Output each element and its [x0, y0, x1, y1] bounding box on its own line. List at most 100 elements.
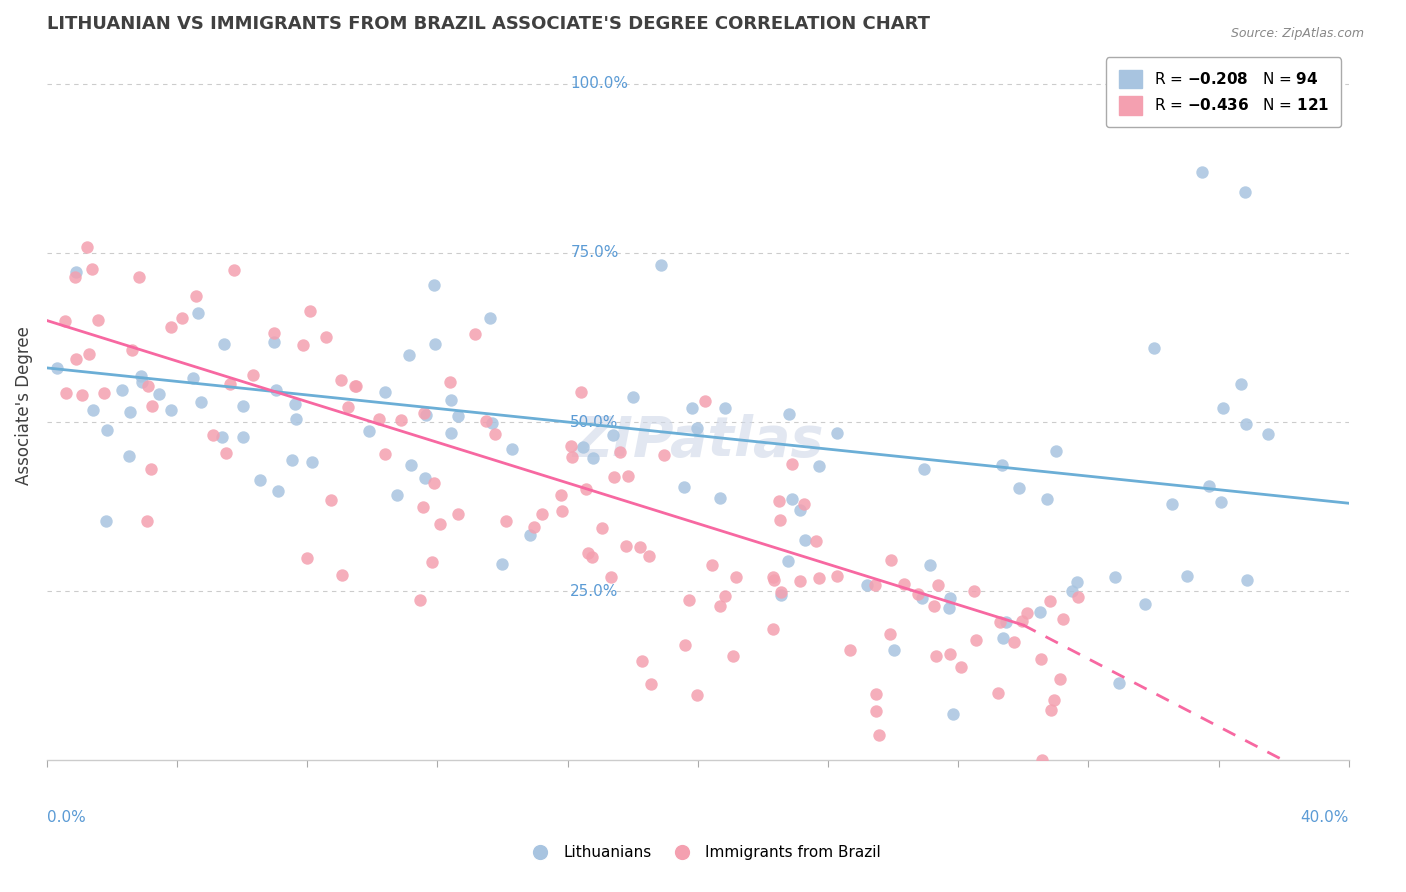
Point — [136, 514, 159, 528]
Point — [281, 452, 304, 467]
Point — [1029, 652, 1052, 666]
Point — [883, 642, 905, 657]
Legend: R = $\bf{-0.208}$   N = $\bf{94}$, R = $\bf{-0.436}$   N = $\bf{121}$: R = $\bf{-0.208}$ N = $\bf{94}$, R = $\b… — [1107, 57, 1341, 127]
Point — [491, 557, 513, 571]
Point — [561, 450, 583, 464]
Point — [1062, 583, 1084, 598]
Point — [65, 351, 87, 366]
Point — [481, 417, 503, 431]
Point — [222, 263, 245, 277]
Point — [464, 326, 486, 341]
Point — [82, 402, 104, 417]
Point — [780, 457, 803, 471]
Point — [638, 549, 661, 563]
Text: 0.0%: 0.0% — [46, 810, 86, 825]
Point — [1039, 702, 1062, 716]
Point — [609, 445, 631, 459]
Point — [329, 373, 352, 387]
Point — [939, 648, 962, 662]
Point — [409, 593, 432, 607]
Point — [576, 546, 599, 560]
Point — [70, 387, 93, 401]
Point — [120, 405, 142, 419]
Point — [907, 587, 929, 601]
Point — [301, 455, 323, 469]
Point — [415, 408, 437, 422]
Point — [1104, 569, 1126, 583]
Point — [211, 430, 233, 444]
Point — [769, 588, 792, 602]
Point — [1175, 569, 1198, 583]
Point — [184, 288, 207, 302]
Point — [911, 591, 934, 605]
Point — [420, 556, 443, 570]
Point — [938, 601, 960, 615]
Point — [939, 591, 962, 605]
Point — [82, 261, 104, 276]
Point — [838, 642, 860, 657]
Point — [768, 494, 790, 508]
Point — [148, 387, 170, 401]
Point — [582, 451, 605, 466]
Point — [700, 558, 723, 572]
Point — [479, 310, 502, 325]
Point — [1236, 573, 1258, 587]
Point — [550, 487, 572, 501]
Point — [789, 503, 811, 517]
Point — [1052, 612, 1074, 626]
Point — [560, 439, 582, 453]
Point — [550, 504, 572, 518]
Point — [55, 386, 77, 401]
Point — [1160, 497, 1182, 511]
Point — [769, 585, 792, 599]
Point — [519, 527, 541, 541]
Point — [423, 336, 446, 351]
Point — [1234, 417, 1257, 431]
Point — [475, 414, 498, 428]
Point — [343, 379, 366, 393]
Point — [423, 475, 446, 490]
Point — [865, 687, 887, 701]
Point — [440, 426, 463, 441]
Point — [925, 648, 948, 663]
Point — [1002, 635, 1025, 649]
Point — [170, 311, 193, 326]
Point — [581, 549, 603, 564]
Point — [713, 401, 735, 416]
Point — [1039, 593, 1062, 607]
Point — [336, 400, 359, 414]
Point — [652, 448, 675, 462]
Point — [695, 393, 717, 408]
Point — [440, 393, 463, 408]
Point — [46, 361, 69, 376]
Point — [942, 706, 965, 721]
Point — [484, 427, 506, 442]
Text: 40.0%: 40.0% — [1301, 810, 1348, 825]
Y-axis label: Associate's Degree: Associate's Degree — [15, 326, 32, 484]
Point — [266, 383, 288, 397]
Point — [1209, 495, 1232, 509]
Point — [1028, 605, 1050, 619]
Point — [762, 574, 785, 588]
Point — [1143, 342, 1166, 356]
Point — [267, 483, 290, 498]
Point — [918, 558, 941, 572]
Point — [1031, 753, 1053, 767]
Point — [963, 584, 986, 599]
Point — [447, 507, 470, 521]
Point — [292, 338, 315, 352]
Point — [136, 379, 159, 393]
Point — [1066, 575, 1088, 590]
Point — [686, 688, 709, 702]
Point — [1049, 672, 1071, 686]
Point — [1045, 443, 1067, 458]
Point — [215, 446, 238, 460]
Point — [1212, 401, 1234, 415]
Point — [1230, 377, 1253, 392]
Text: 50.0%: 50.0% — [571, 415, 619, 430]
Point — [398, 348, 420, 362]
Point — [709, 599, 731, 613]
Point — [429, 517, 451, 532]
Point — [219, 376, 242, 391]
Point — [856, 578, 879, 592]
